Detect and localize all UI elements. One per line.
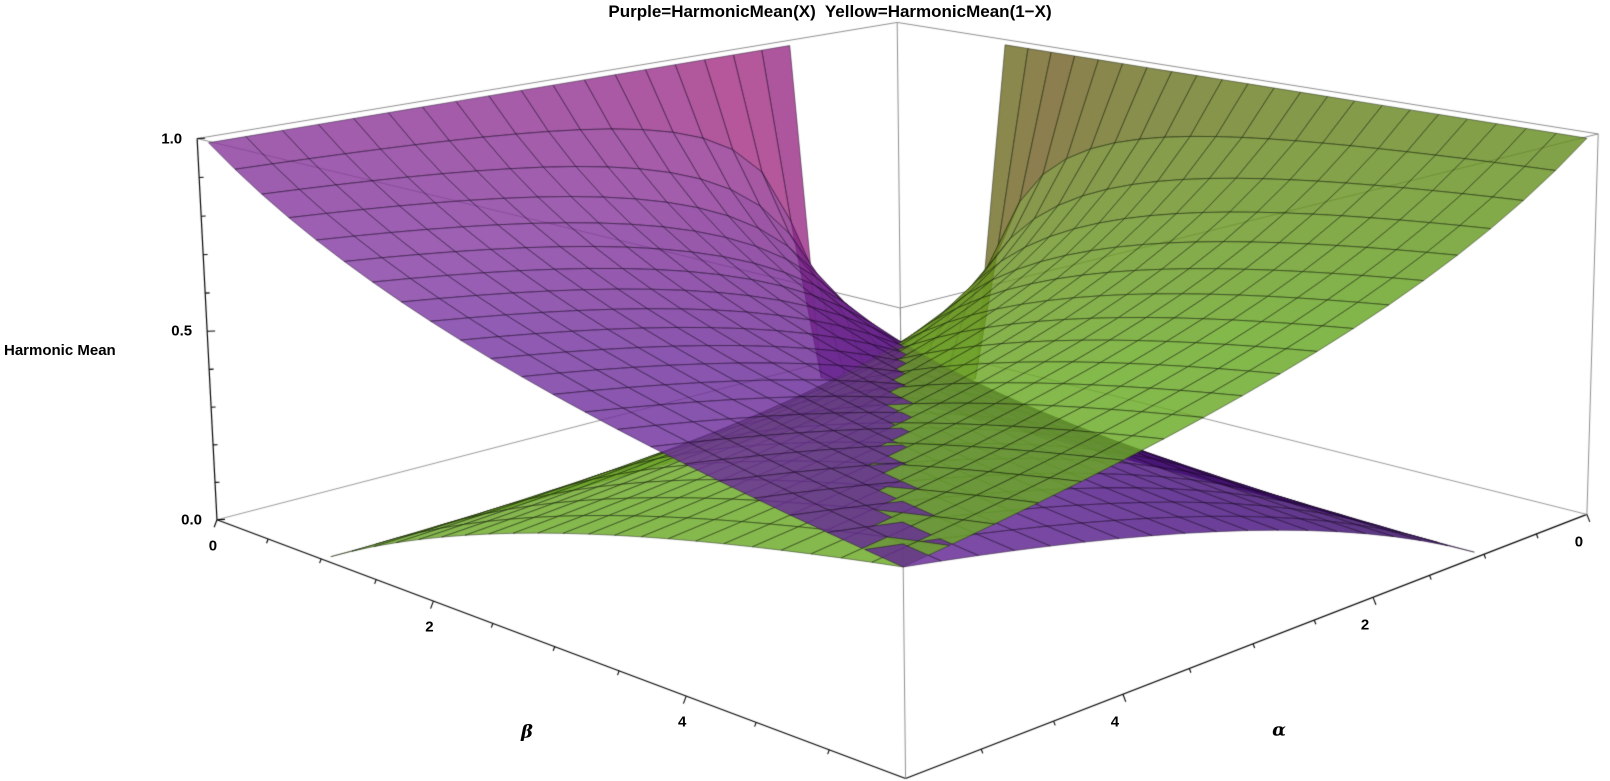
beta-tick-label: 0 <box>208 537 218 555</box>
beta-axis-title: β <box>521 721 533 743</box>
beta-tick-label: 4 <box>678 713 687 731</box>
alpha-tick-label: 0 <box>1574 533 1584 551</box>
z-tick-label: 0.5 <box>171 322 193 340</box>
alpha-tick-label: 2 <box>1360 616 1370 634</box>
alpha-tick-label: 4 <box>1110 713 1120 731</box>
beta-tick-label: 2 <box>425 618 434 636</box>
alpha-axis-title: α <box>1272 719 1286 741</box>
z-axis-title: Harmonic Mean <box>4 342 116 359</box>
chart-title: Purple=HarmonicMean(X) Yellow=HarmonicMe… <box>608 2 1052 21</box>
z-tick-label: 1.0 <box>161 130 183 148</box>
z-tick-label: 0.0 <box>181 511 202 529</box>
